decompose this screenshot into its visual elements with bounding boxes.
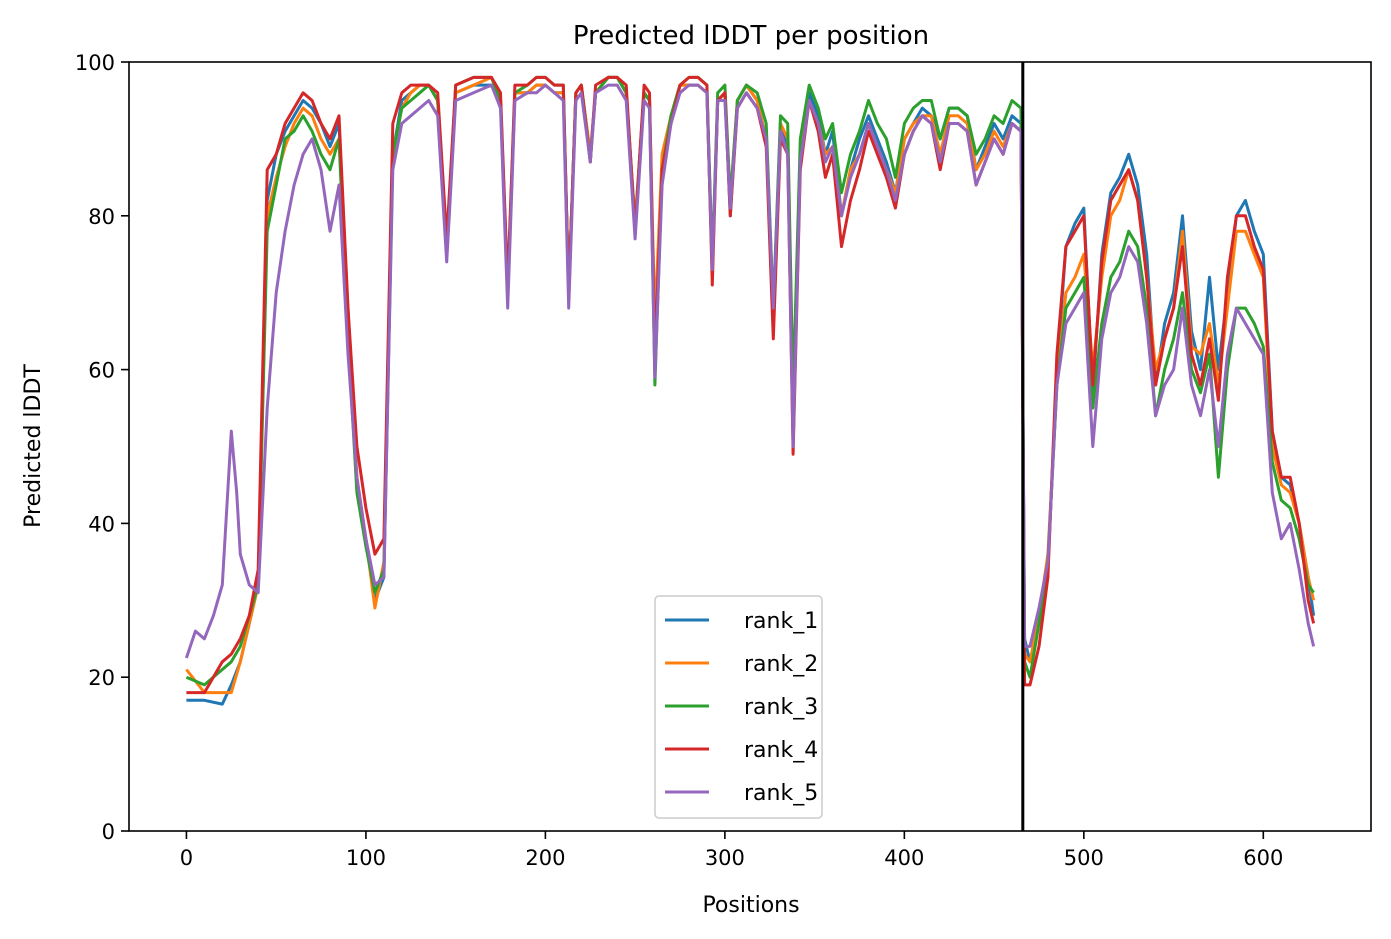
y-tick-label: 100 xyxy=(75,51,115,75)
x-axis-label: Positions xyxy=(702,893,799,918)
legend: rank_1 rank_2 rank_3 rank_4 rank_5 xyxy=(654,595,823,819)
x-tick-label: 100 xyxy=(346,846,386,870)
y-tick-label: 80 xyxy=(88,205,115,229)
y-tick-label: 60 xyxy=(88,359,115,383)
x-tick-label: 600 xyxy=(1243,846,1283,870)
y-tick-label: 0 xyxy=(102,820,115,844)
legend-label-rank_2: rank_2 xyxy=(744,652,818,677)
series-line-rank_5 xyxy=(184,83,1316,659)
legend-label-rank_4: rank_4 xyxy=(744,738,818,763)
chart-title: Predicted lDDT per position xyxy=(573,21,929,51)
y-tick-label: 20 xyxy=(88,666,115,690)
legend-label-rank_5: rank_5 xyxy=(744,781,818,806)
legend-label-rank_1: rank_1 xyxy=(744,609,818,634)
legend-box xyxy=(654,595,823,819)
x-tick-label: 300 xyxy=(705,846,745,870)
x-axis: 0 100 200 300 400 500 600 xyxy=(180,831,1283,870)
plot-area xyxy=(184,62,1316,831)
x-tick-label: 200 xyxy=(525,846,565,870)
axes-border xyxy=(128,61,1372,832)
x-tick-label: 500 xyxy=(1064,846,1104,870)
y-axis: 0 20 40 60 80 100 xyxy=(75,51,129,844)
y-axis-label: Predicted lDDT xyxy=(21,364,46,528)
x-tick-label: 0 xyxy=(180,846,193,870)
x-tick-label: 400 xyxy=(884,846,924,870)
y-tick-label: 40 xyxy=(88,512,115,536)
legend-label-rank_3: rank_3 xyxy=(744,695,818,720)
series-line-rank_3 xyxy=(185,75,1315,687)
axes-frame xyxy=(128,61,1372,832)
